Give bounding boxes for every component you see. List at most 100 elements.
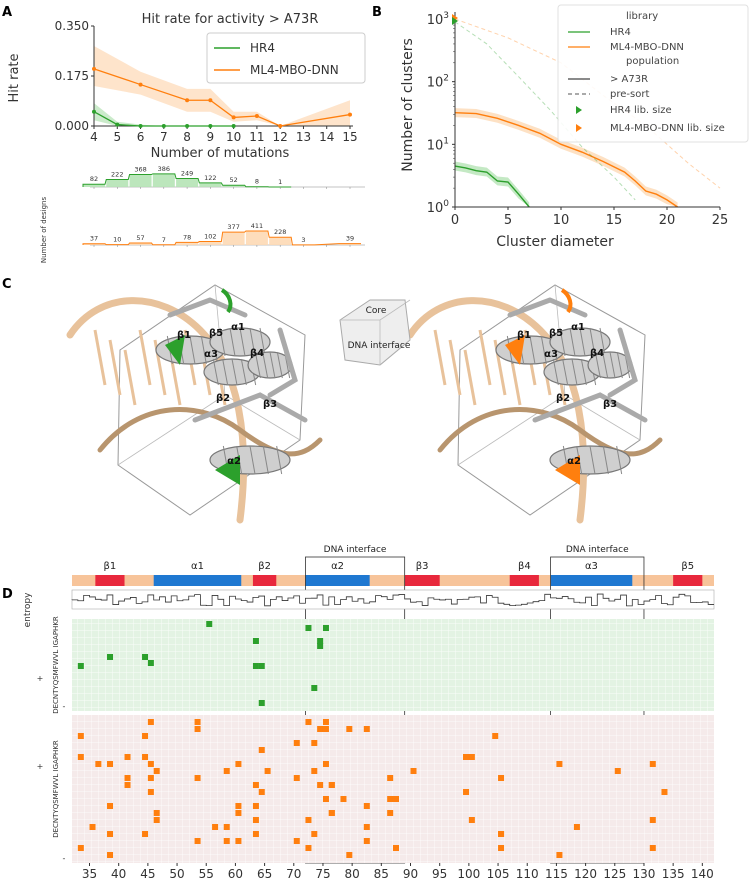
cluster-line-ml4-mbo-dnn-a73r	[454, 111, 678, 208]
protein-helix-turn	[529, 335, 536, 365]
hit-rate-line-hr4	[93, 111, 234, 127]
hr4-mutation-cell	[258, 700, 265, 706]
hr4-libsize-marker	[452, 17, 458, 25]
hr4-heatmap-grid	[72, 619, 714, 711]
ml4-mutation-cell	[311, 740, 318, 746]
panel-c-letter: C	[2, 277, 12, 292]
heatmap-x-tick-label: 75	[315, 867, 330, 881]
clusters-y-tick-exponent: 2	[443, 74, 449, 84]
panel-a-letter: A	[2, 5, 12, 20]
cluster-line-hr4-a73r	[454, 165, 530, 208]
ml4-mutation-cell	[498, 845, 505, 851]
ml4-mutation-cell	[556, 761, 563, 767]
protein-helix-turn	[276, 351, 283, 379]
hit-rate-y-tick-label: 0.000	[55, 119, 89, 133]
heatmap-x-tick-label: 95	[432, 867, 447, 881]
ml4-mutation-cell	[77, 754, 84, 760]
clusters-y-tick-exponent: 1	[443, 136, 449, 146]
protein-strand	[167, 297, 308, 423]
ml4-mutation-cell	[305, 817, 312, 823]
heatmap-plus-bottom: +	[37, 762, 44, 771]
ml4-mutation-cell	[468, 817, 475, 823]
histogram-value-label: 39	[346, 235, 354, 243]
ml4-mutation-cell	[124, 754, 131, 760]
hit-rate-legend: HR4 ML4-MBO-DNN	[206, 32, 366, 84]
ml4-mutation-cell	[258, 789, 265, 795]
structure-label-β1: β1	[517, 330, 531, 341]
ml4-mutation-cell	[235, 810, 242, 816]
hit-rate-x-tick-label: 12	[273, 130, 288, 144]
ml4-mutation-cell	[252, 803, 259, 809]
hit-rate-x-tick-label: 9	[207, 130, 215, 144]
clusters-y-tick-label: 102	[427, 74, 449, 91]
legend-ml4-label: ML4-MBO-DNN	[250, 63, 339, 77]
ml4-mutation-cell	[410, 768, 417, 774]
protein-strand	[507, 297, 648, 423]
ml4-mutation-cell	[252, 831, 259, 837]
hr4-structure: β1 β5 α1 α3 β4 β2 β3 α2	[66, 284, 323, 524]
structure-label-β3: β3	[603, 399, 617, 410]
ml4-mutation-cell	[322, 761, 329, 767]
hr4-mutation-cell	[147, 660, 154, 666]
ml4-mutation-cell	[573, 824, 580, 830]
histogram-value-label: 57	[136, 234, 144, 242]
structure-box-edge	[457, 284, 641, 466]
hit-rate-x-tick-label: 7	[160, 130, 168, 144]
histogram-value-label: 82	[90, 175, 98, 183]
dna-base-pair	[108, 339, 122, 396]
hit-rate-point	[208, 98, 213, 103]
histogram-bar	[339, 243, 361, 245]
ml4-mutation-cell	[107, 761, 114, 767]
heatmap-x-tick-label: 65	[257, 867, 272, 881]
ml4-mutation-cell	[142, 831, 149, 837]
histogram-value-label: 78	[183, 233, 191, 241]
heatmap-x-tick-label: 35	[82, 867, 97, 881]
hit-rate-x-tick-label: 13	[296, 130, 311, 144]
ml4-heatmap-grid	[72, 715, 714, 863]
mutation-heatmap-panel: entropy + + β1 α1 β2 α2 β3 β4 α3 β5 DNA interfac…	[23, 545, 715, 881]
dna-base-pair	[123, 349, 137, 406]
ml4-mutation-cell	[393, 845, 399, 851]
ml4-mutation-cell	[235, 838, 242, 844]
structure-label-α1: α1	[571, 322, 585, 333]
ml4-mutation-cell	[235, 761, 242, 767]
ml4-mutation-cell	[387, 810, 394, 816]
panel-d-letter: D	[2, 587, 13, 602]
hr4-mutation-cell	[77, 663, 84, 669]
clusters-x-tick-label: 20	[659, 213, 676, 228]
secondary-structure-label: β3	[416, 561, 429, 572]
hit-rate-point	[161, 124, 166, 128]
ml4-mutation-cell	[498, 775, 505, 781]
mutation-highlight	[215, 455, 240, 485]
histogram-value-label: 411	[251, 222, 263, 230]
dna-backbone	[97, 407, 323, 457]
ml4-mutation-cell	[153, 817, 160, 823]
ml4-mutation-cell	[77, 733, 84, 739]
protein-helix-turn	[249, 327, 256, 357]
protein-helix-turn	[189, 335, 196, 365]
ml4-mutation-cell	[194, 838, 201, 844]
histogram-bar	[222, 185, 245, 187]
secondary-structure-strand	[404, 575, 440, 586]
histogram-value-label: 386	[158, 165, 170, 173]
ml4-mutation-cell	[468, 754, 475, 760]
hr4-mutation-cell	[317, 643, 324, 649]
protein-helix-turn	[571, 358, 578, 386]
hit-rate-y-tick-label: 0.350	[55, 19, 89, 33]
heatmap-x-tick-label: 45	[140, 867, 155, 881]
mutation-highlight	[165, 335, 185, 365]
legend-cube	[339, 299, 411, 366]
hit-rate-point	[138, 82, 143, 87]
dna-base-pair	[448, 339, 462, 396]
histogram-outline	[82, 230, 361, 246]
clusters-y-tick-label: 100	[427, 199, 450, 216]
cluster-band	[455, 161, 530, 207]
legend-cube-edge	[340, 299, 411, 365]
ml4-mutation-cell	[293, 775, 300, 781]
secondary-structure-label: β1	[104, 561, 117, 572]
protein-helix-turn	[589, 327, 596, 357]
protein-helix-turn	[552, 358, 559, 386]
ml4-mutation-cell	[194, 719, 201, 725]
ml4-mutation-cell	[107, 831, 114, 837]
dna-base-pair	[138, 329, 152, 386]
